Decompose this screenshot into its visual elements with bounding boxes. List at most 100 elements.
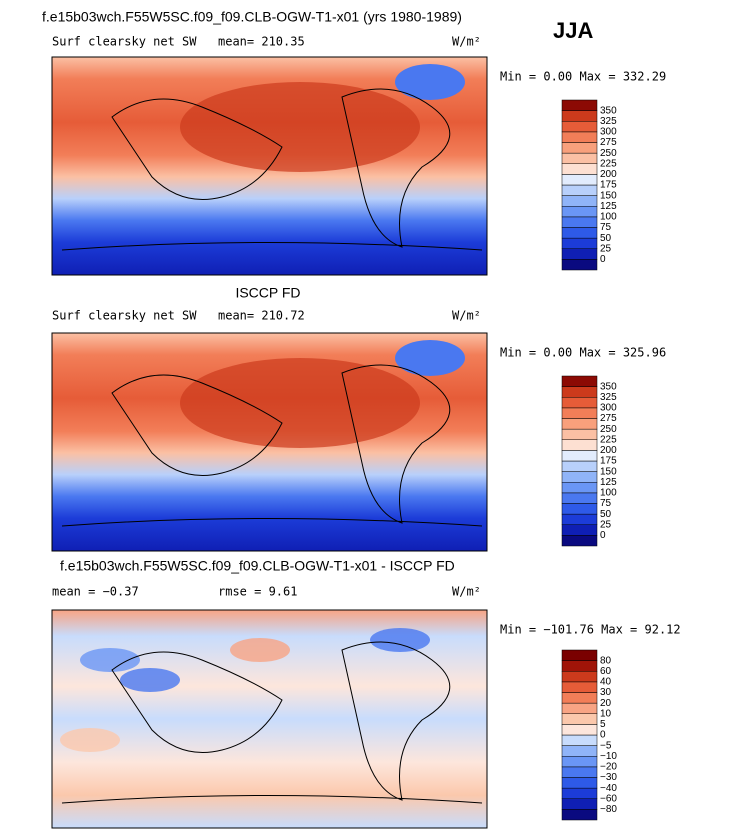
coastline xyxy=(61,364,483,527)
min-max: Min = 0.00 Max = 325.96 xyxy=(500,346,666,360)
field-feature xyxy=(120,668,180,692)
units: W/m² xyxy=(452,585,481,599)
colorbar-box xyxy=(561,471,598,483)
colorbar-label: 75 xyxy=(600,222,612,233)
field-feature xyxy=(395,340,465,376)
colorbar-box xyxy=(561,163,598,175)
colorbar-box xyxy=(561,428,598,440)
min-max: Min = −101.76 Max = 92.12 xyxy=(500,623,681,637)
field-feature xyxy=(60,728,120,752)
colorbar-label: −60 xyxy=(600,793,617,804)
colorbar-box xyxy=(561,713,598,725)
colorbar-box xyxy=(561,503,598,515)
colorbar-box xyxy=(561,184,598,196)
colorbar-box xyxy=(561,777,598,789)
statistic: mean= 210.72 xyxy=(218,309,305,323)
field-feature xyxy=(180,82,420,172)
field-feature xyxy=(395,64,465,100)
colorbar-label: 350 xyxy=(600,381,617,392)
colorbar-box xyxy=(561,142,598,154)
colorbar-label: 275 xyxy=(600,137,617,148)
colorbar-label: −10 xyxy=(600,751,617,762)
colorbar-label: 10 xyxy=(600,708,612,719)
colorbar-box xyxy=(561,439,598,451)
colorbar-box xyxy=(561,121,598,133)
map-frame xyxy=(51,332,488,552)
colorbar-label: 175 xyxy=(600,180,617,191)
field-feature xyxy=(230,638,290,662)
colorbar-box xyxy=(561,174,598,186)
colorbar-label: 75 xyxy=(600,498,612,509)
field-feature xyxy=(370,628,430,652)
coastline xyxy=(61,88,483,251)
colorbar-box xyxy=(561,513,598,525)
colorbar-label: 225 xyxy=(600,158,617,169)
colorbar-box xyxy=(561,375,598,387)
colorbar-box xyxy=(561,798,598,810)
colorbar-label: 225 xyxy=(600,434,617,445)
colorbar-label: −30 xyxy=(600,772,617,783)
colorbar-label: 350 xyxy=(600,105,617,116)
season: JJA xyxy=(553,18,593,43)
colorbar-label: 200 xyxy=(600,445,617,456)
colorbar-label: 25 xyxy=(600,519,612,530)
colorbar-label: 125 xyxy=(600,201,617,212)
colorbar-box xyxy=(561,724,598,736)
colorbar-label: 150 xyxy=(600,466,617,477)
statistic: mean= 210.35 xyxy=(218,35,305,49)
colorbar-label: 60 xyxy=(600,666,612,677)
colorbar-label: 250 xyxy=(600,148,617,159)
colorbar-box xyxy=(561,692,598,704)
coastline xyxy=(61,641,483,804)
colorbar-box xyxy=(561,482,598,494)
min-max: Min = 0.00 Max = 332.29 xyxy=(500,70,666,84)
colorbar-box xyxy=(561,702,598,714)
colorbar-label: −20 xyxy=(600,762,617,773)
colorbar-box xyxy=(561,110,598,122)
colorbar-label: 175 xyxy=(600,456,617,467)
colorbar-box xyxy=(561,450,598,462)
colorbar-box xyxy=(561,660,598,672)
colorbar-box xyxy=(561,734,598,746)
colorbar-label: 100 xyxy=(600,488,617,499)
variable: Surf clearsky net SW xyxy=(52,35,197,49)
colorbar-box xyxy=(561,766,598,778)
colorbar-label: 325 xyxy=(600,392,617,403)
colorbar-box xyxy=(561,745,598,757)
colorbar-label: 25 xyxy=(600,243,612,254)
colorbar-label: 125 xyxy=(600,477,617,488)
colorbar-box xyxy=(561,195,598,207)
colorbar-box xyxy=(561,492,598,504)
colorbar-label: 5 xyxy=(600,719,606,730)
colorbar-box xyxy=(561,259,598,271)
colorbar-label: −40 xyxy=(600,783,617,794)
panel-title: f.e15b03wch.F55W5SC.f09_f09.CLB-OGW-T1-x… xyxy=(42,9,462,25)
colorbar-box xyxy=(561,524,598,536)
colorbar-box xyxy=(561,787,598,799)
map-frame xyxy=(51,56,488,276)
colorbar-label: 50 xyxy=(600,509,612,520)
colorbar-box xyxy=(561,397,598,409)
colorbar-label: 300 xyxy=(600,403,617,414)
colorbar-box xyxy=(561,248,598,260)
colorbar-label: 0 xyxy=(600,530,606,541)
panel-title: ISCCP FD xyxy=(235,285,300,301)
colorbar-label: 80 xyxy=(600,655,612,666)
colorbar-box xyxy=(561,237,598,249)
units: W/m² xyxy=(452,309,481,323)
colorbar-box xyxy=(561,671,598,683)
colorbar-label: −5 xyxy=(600,740,612,751)
colorbar-label: 325 xyxy=(600,116,617,127)
colorbar-box xyxy=(561,756,598,768)
field-feature xyxy=(80,648,140,672)
colorbar-label: 275 xyxy=(600,413,617,424)
colorbar-box xyxy=(561,407,598,419)
colorbar-box xyxy=(561,227,598,239)
colorbar-label: −80 xyxy=(600,804,617,815)
colorbar-label: 40 xyxy=(600,677,612,688)
panel-title: f.e15b03wch.F55W5SC.f09_f09.CLB-OGW-T1-x… xyxy=(60,558,455,574)
units: W/m² xyxy=(452,35,481,49)
colorbar-label: 250 xyxy=(600,424,617,435)
colorbar-box xyxy=(561,99,598,111)
